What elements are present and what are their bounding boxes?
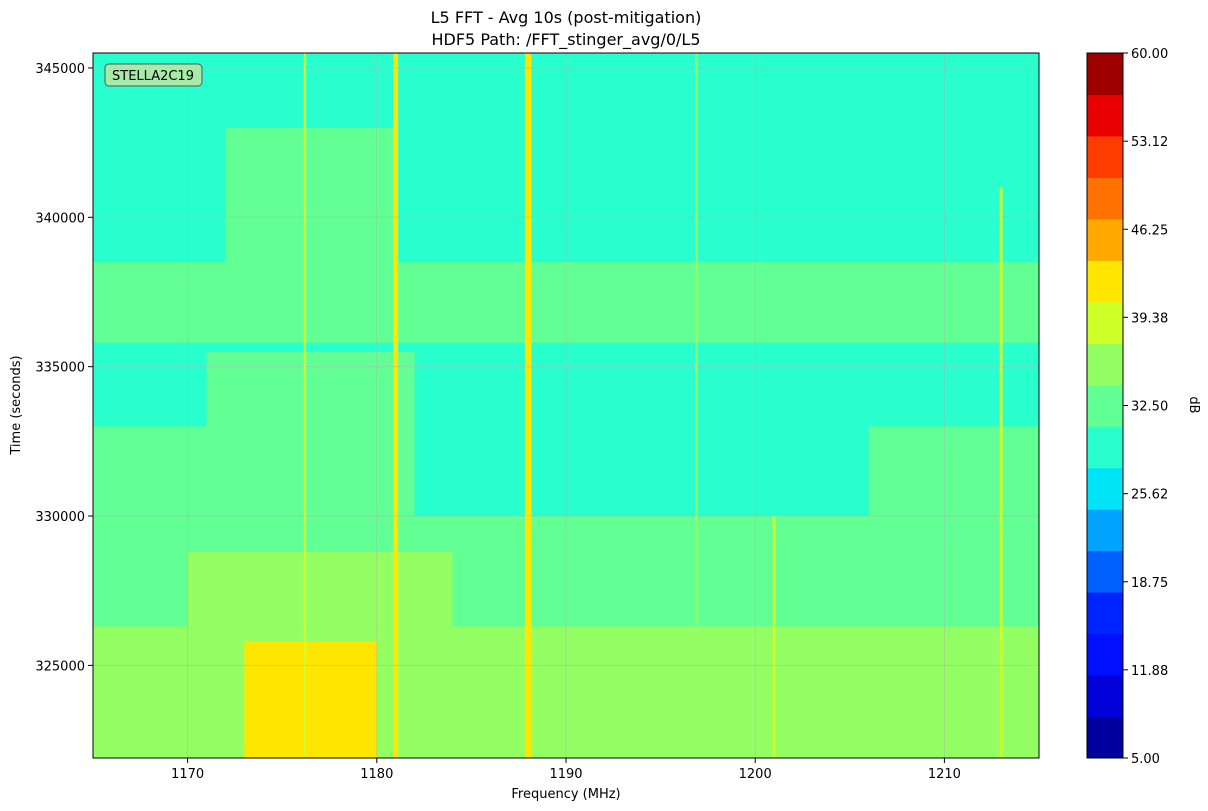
y-tick-label: 335000 — [35, 361, 85, 376]
x-tick-label: 1170 — [171, 767, 204, 782]
colorbar-segment — [1087, 384, 1123, 427]
colorbar-segment — [1087, 467, 1123, 510]
colorbar-segment — [1087, 343, 1123, 386]
colorbar-tick-label: 39.38 — [1131, 311, 1168, 326]
rfi-line — [695, 53, 698, 758]
colorbar-segment — [1087, 426, 1123, 469]
chart-title-line2: HDF5 Path: /FFT_stinger_avg/0/L5 — [432, 30, 701, 50]
colorbar-segment — [1087, 592, 1123, 635]
y-axis: 325000 330000 335000 340000 345000 — [35, 62, 93, 674]
heatmap-plot-area — [92, 52, 1040, 759]
y-tick-label: 345000 — [35, 62, 85, 77]
colorbar-segment — [1087, 301, 1123, 344]
heatmap-cells — [93, 53, 1039, 758]
heatmap-region — [244, 641, 377, 758]
rfi-line — [393, 53, 399, 758]
rfi-line — [303, 53, 307, 758]
rfi-line — [999, 187, 1003, 758]
colorbar-segment — [1087, 675, 1123, 718]
colorbar-segment — [1087, 177, 1123, 220]
heatmap-region — [206, 351, 415, 576]
heatmap-region — [868, 426, 1039, 517]
colorbar-segment — [1087, 633, 1123, 676]
grid-lines — [93, 53, 1039, 758]
colorbar-segment — [1087, 53, 1123, 95]
x-tick-label: 1190 — [549, 767, 582, 782]
x-tick-label: 1210 — [928, 767, 961, 782]
x-tick-label: 1200 — [739, 767, 772, 782]
heatmap-region — [452, 53, 850, 158]
heatmap-region — [93, 342, 1039, 346]
colorbar-tick-label: 5.00 — [1131, 752, 1160, 767]
colorbar-segment — [1087, 135, 1123, 178]
colorbar-tick-label: 11.88 — [1131, 664, 1168, 679]
colorbar-tick-label: 32.50 — [1131, 400, 1168, 415]
colorbar-tick-label: 53.12 — [1131, 135, 1168, 150]
colorbar-segment — [1087, 94, 1123, 137]
chart-title-line1: L5 FFT - Avg 10s (post-mitigation) — [431, 8, 702, 27]
heatmap-region — [471, 345, 718, 397]
colorbar-segment — [1087, 509, 1123, 552]
colorbar-tick-label: 46.25 — [1131, 223, 1168, 238]
heatmap-region — [93, 262, 1039, 343]
x-axis: 1170 1180 1190 1200 1210 — [171, 758, 961, 782]
y-axis-label: Time (seconds) — [9, 355, 24, 455]
x-axis-label: Frequency (MHz) — [511, 787, 620, 802]
colorbar-label: dB — [1186, 396, 1201, 413]
y-tick-label: 330000 — [35, 510, 85, 525]
colorbar: 5.00 11.88 18.75 25.62 32.50 39.38 46.25 53.12 6… — [1086, 47, 1168, 767]
y-tick-label: 325000 — [35, 659, 85, 674]
rfi-line — [524, 53, 532, 758]
colorbar-segment — [1087, 260, 1123, 303]
colorbar-tick-label: 60.00 — [1131, 47, 1168, 62]
annotation-box: STELLA2C19 — [104, 63, 203, 87]
heatmap-region — [187, 551, 453, 627]
colorbar-segment — [1087, 716, 1123, 759]
x-tick-label: 1180 — [360, 767, 393, 782]
colorbar-tick-label: 18.75 — [1131, 576, 1168, 591]
colorbar-tick-label: 25.62 — [1131, 488, 1168, 503]
y-tick-label: 340000 — [35, 211, 85, 226]
colorbar-segment — [1087, 550, 1123, 593]
heatmap-region — [225, 127, 396, 278]
colorbar-segment — [1087, 218, 1123, 261]
annotation-label: STELLA2C19 — [112, 69, 194, 84]
rfi-line — [772, 516, 776, 758]
